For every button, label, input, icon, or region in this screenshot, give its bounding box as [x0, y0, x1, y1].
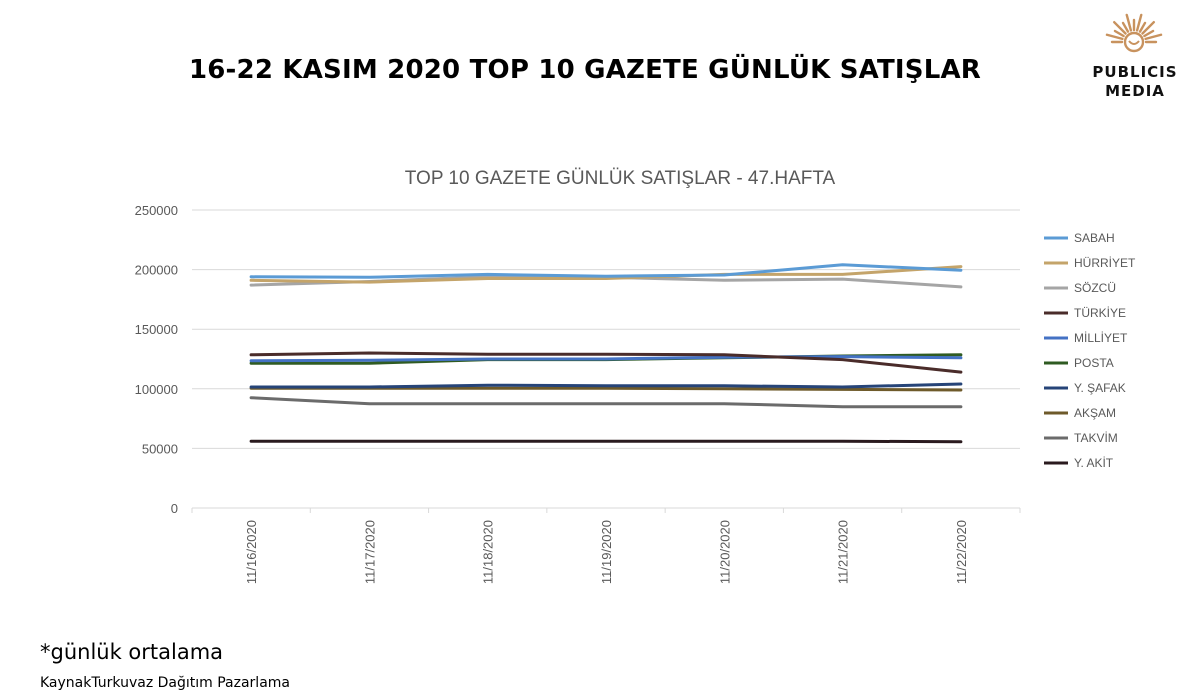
legend-label: SÖZCÜ: [1074, 281, 1116, 295]
legend-label: Y. AKİT: [1074, 456, 1114, 470]
logo-text-line-2: MEDIA: [1105, 82, 1165, 100]
y-tick-label: 100000: [135, 382, 178, 397]
page-title: 16-22 KASIM 2020 TOP 10 GAZETE GÜNLÜK SA…: [188, 55, 982, 85]
y-tick-label: 50000: [142, 441, 178, 456]
source-note: KaynakTurkuvaz Dağıtım Pazarlama: [40, 675, 290, 691]
legend-label: AKŞAM: [1074, 406, 1116, 420]
series-line: [249, 263, 963, 279]
series-line: [249, 355, 963, 363]
legend-label: Y. ŞAFAK: [1074, 381, 1126, 395]
x-tick-label: 11/21/2020: [836, 520, 851, 584]
x-tick-label: 11/17/2020: [362, 520, 377, 584]
footnote: *günlük ortalama: [40, 640, 224, 664]
x-tick-label: 11/16/2020: [244, 520, 259, 584]
publicis-media-logo: PUBLICIS MEDIA: [1080, 12, 1190, 102]
lion-head-icon: [1105, 13, 1163, 53]
legend-label: TÜRKİYE: [1074, 306, 1126, 320]
y-axis-ticks: 0 50000 100000 150000 200000 250000: [135, 203, 178, 516]
legend-label: TAKVİM: [1074, 431, 1118, 445]
x-axis-ticks: 11/16/2020 11/17/2020 11/18/2020 11/19/2020…: [191, 508, 1021, 584]
chart-title: TOP 10 GAZETE GÜNLÜK SATIŞLAR - 47.HAFTA: [405, 168, 836, 189]
logo-text-line-1: PUBLICIS: [1092, 63, 1178, 81]
legend: SABAH HÜRRİYET SÖZCÜ TÜRKİYE MİLLİYET POSTA Y.…: [1044, 231, 1136, 470]
y-tick-label: 0: [171, 501, 178, 516]
series-line: [249, 382, 963, 389]
legend-label: HÜRRİYET: [1074, 256, 1136, 270]
series-line: [249, 351, 963, 374]
x-tick-label: 11/18/2020: [481, 520, 496, 584]
x-tick-label: 11/20/2020: [717, 520, 732, 584]
series-line: [249, 439, 963, 444]
legend-label: POSTA: [1074, 356, 1114, 370]
series-lines: [249, 263, 963, 444]
y-tick-label: 200000: [135, 263, 178, 278]
y-tick-label: 250000: [135, 203, 178, 218]
series-line: [249, 396, 963, 409]
y-tick-label: 150000: [135, 322, 178, 337]
x-tick-label: 11/19/2020: [599, 520, 614, 584]
legend-label: SABAH: [1074, 231, 1115, 245]
legend-label: MİLLİYET: [1074, 331, 1128, 345]
x-tick-label: 11/22/2020: [954, 520, 969, 584]
series-line: [249, 265, 963, 284]
